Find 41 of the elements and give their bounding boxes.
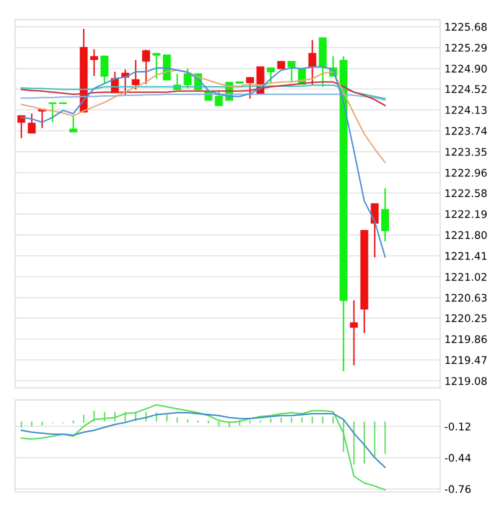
candlestick	[246, 76, 254, 100]
line-series	[20, 69, 386, 164]
y-tick-label: 1219.86	[445, 335, 487, 344]
y-tick-label: 1222.96	[445, 168, 487, 177]
y-tick-label: 1222.58	[445, 189, 487, 198]
y-tick-label: 1224.13	[445, 106, 487, 114]
candlestick	[381, 188, 390, 242]
candlestick	[28, 112, 36, 134]
y-tick-label: 1224.52	[445, 85, 486, 94]
y-tick-label: 1223.35	[445, 148, 487, 156]
y-tick-label: 1223.74	[445, 127, 487, 135]
y-tick-label: 1220.25	[445, 314, 487, 322]
y-tick-label: 1221.02	[445, 272, 486, 281]
candlestick	[266, 67, 275, 84]
y-tick-label: -0.12	[444, 422, 470, 430]
candlestick	[142, 49, 150, 85]
candlestick	[152, 52, 160, 80]
candlestick	[48, 102, 56, 123]
candlestick	[90, 48, 98, 77]
y-tick-label: 1222.19	[445, 210, 487, 218]
y-tick-label: -0.76	[444, 485, 471, 494]
candlestick	[350, 300, 358, 366]
y-tick-label: -0.44	[444, 454, 471, 462]
y-tick-label: 1220.63	[445, 294, 487, 302]
y-tick-label: 1219.47	[445, 356, 487, 364]
candlestick	[288, 60, 296, 83]
y-tick-label: 1224.90	[445, 64, 487, 73]
y-tick-label: 1225.68	[445, 22, 487, 31]
candlestick	[17, 115, 26, 139]
y-tick-label: 1221.41	[445, 252, 486, 260]
y-tick-label: 1221.80	[445, 231, 487, 239]
candlestick	[214, 90, 223, 106]
candlestick	[132, 59, 140, 90]
line-series	[20, 412, 386, 468]
y-tick-label: 1225.29	[445, 44, 487, 52]
candlestick	[69, 115, 78, 133]
candlestick	[184, 68, 192, 90]
line-series	[20, 404, 386, 491]
y-tick-label: 1219.08	[445, 377, 487, 385]
candlestick	[308, 39, 316, 86]
candlestick	[100, 55, 108, 84]
